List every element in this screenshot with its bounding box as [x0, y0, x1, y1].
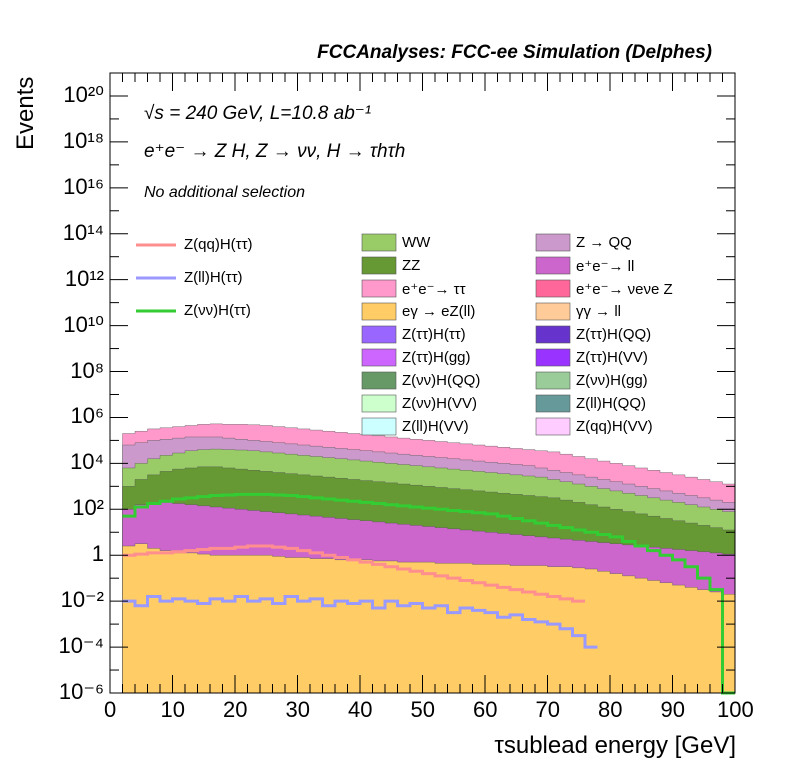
y-tick-label: 10¹⁶ — [63, 173, 104, 199]
stack-fills — [122, 423, 736, 694]
legend-fill-swatch — [361, 325, 397, 344]
y-tick-label: 10²⁰ — [63, 81, 104, 107]
legend-fill-swatch — [361, 394, 397, 413]
chart-header: FCCAnalyses: FCC-ee Simulation (Delphes) — [317, 42, 712, 63]
legend-fill-swatch — [361, 233, 397, 252]
legend-fill-label: Z(qq)H(VV) — [576, 418, 653, 435]
legend-fill-swatch — [535, 302, 571, 321]
legend-fill-swatch — [361, 371, 397, 390]
y-tick-label: 10¹⁰ — [63, 311, 104, 337]
legend-fill-swatch — [361, 279, 397, 298]
y-tick-label: 1 — [91, 541, 104, 567]
x-tick-label: 50 — [410, 697, 435, 722]
legend-fill-label: Z(νν)H(gg) — [576, 372, 648, 389]
legend-line-label: Z(qq)H(ττ) — [184, 236, 253, 253]
legend-fill-label: WW — [402, 234, 431, 251]
legend-fill-swatch — [361, 256, 397, 275]
energy-lumi-annotation: √s = 240 GeV, L=10.8 ab⁻¹ — [144, 103, 372, 124]
x-tick-label: 90 — [660, 697, 685, 722]
y-tick-label: 10¹⁸ — [62, 127, 104, 153]
y-tick-label: 10⁸ — [70, 357, 104, 383]
legend-fill-label: e⁺e⁻→ ll — [576, 258, 635, 275]
line-series-2 — [122, 492, 735, 695]
legend-fill-swatch — [535, 348, 571, 367]
legend-fill-label: eγ → eZ(ll) — [402, 303, 476, 320]
legend-fill-swatch — [535, 233, 571, 252]
legend-fill-swatch — [361, 417, 397, 436]
legend-line-label: Z(ll)H(ττ) — [184, 269, 243, 286]
x-tick-label: 0 — [104, 697, 117, 722]
process-annotation: e⁺e⁻ → Z H, Z → νν, H → τhτh — [144, 141, 406, 162]
legend-fill-label: Z(ll)H(QQ) — [576, 395, 646, 412]
y-axis-label: Events — [12, 76, 39, 150]
line-series-0 — [122, 544, 585, 603]
legend-fill-label: Z → QQ — [576, 234, 632, 251]
x-tick-label: 100 — [717, 697, 754, 722]
y-tick-label: 10⁻⁶ — [58, 679, 104, 704]
legend-line-label: Z(νν)H(ττ) — [184, 302, 251, 319]
x-axis-label: τsublead energy [GeV] — [494, 732, 736, 759]
signal-lines — [122, 492, 735, 695]
x-tick-label: 60 — [473, 697, 498, 722]
legend-fill-swatch — [535, 417, 571, 436]
legend-fill-swatch — [361, 302, 397, 321]
legend-fill-label: Z(ττ)H(QQ) — [576, 326, 652, 343]
legend-fill-swatch — [535, 371, 571, 390]
legend-fill-label: Z(νν)H(VV) — [402, 395, 477, 412]
legend-fill-label: ZZ — [402, 257, 421, 274]
line-series-1 — [122, 595, 598, 649]
legend-fill-label: Z(ττ)H(VV) — [576, 349, 648, 366]
x-tick-label: 10 — [160, 697, 185, 722]
axis-ticks — [109, 73, 736, 694]
legend-fill-label: Z(ττ)H(gg) — [402, 349, 471, 366]
x-tick-label: 40 — [348, 697, 373, 722]
legend-fill-swatch — [361, 348, 397, 367]
y-tick-label: 10⁻⁴ — [58, 633, 104, 659]
y-tick-label: 10¹² — [64, 265, 104, 291]
legend-fill-swatch — [535, 279, 571, 298]
legend-fill-swatch — [535, 394, 571, 413]
legend-fill-label: Z(ll)H(VV) — [402, 418, 469, 435]
legend-fill-swatch — [535, 256, 571, 275]
x-tick-label: 20 — [223, 697, 248, 722]
legend-fill-swatch — [535, 325, 571, 344]
y-tick-label: 10⁴ — [70, 449, 104, 475]
y-tick-label: 10² — [72, 495, 104, 521]
x-tick-label: 70 — [535, 697, 560, 722]
legend-fill-label: γγ → ll — [576, 303, 621, 320]
legend-fill-label: e⁺e⁻→ νeνe Z — [576, 281, 673, 298]
y-tick-label: 10¹⁴ — [62, 219, 104, 245]
fill-egamma — [122, 543, 736, 694]
x-tick-label: 30 — [285, 697, 310, 722]
legend-fill-label: Z(ττ)H(ττ) — [402, 326, 466, 343]
legend-fill-label: Z(νν)H(QQ) — [402, 372, 481, 389]
legend-fill-label: e⁺e⁻→ ττ — [402, 281, 466, 298]
y-tick-label: 10⁶ — [70, 403, 104, 429]
selection-annotation: No additional selection — [144, 184, 305, 201]
x-tick-label: 80 — [598, 697, 623, 722]
legend — [136, 233, 571, 436]
y-tick-label: 10⁻² — [60, 587, 104, 613]
